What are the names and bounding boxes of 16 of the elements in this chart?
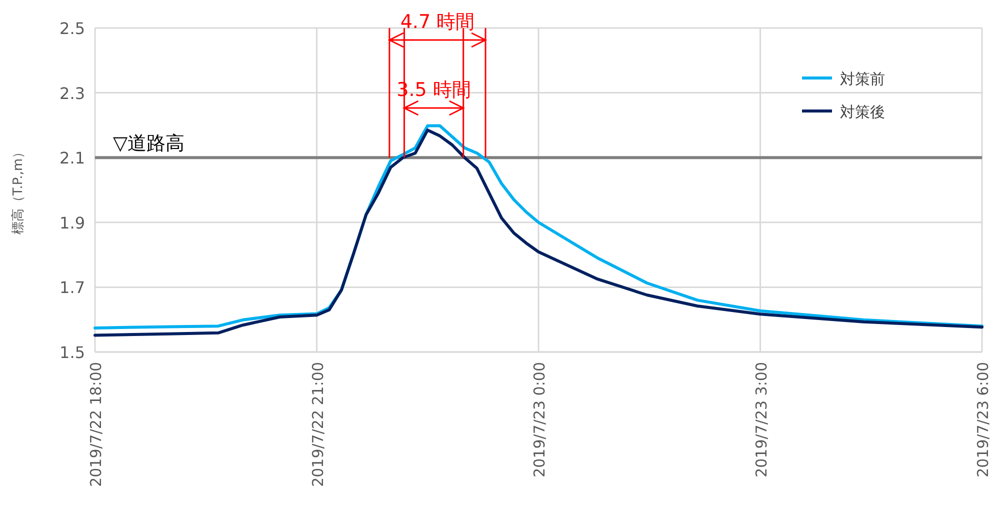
x-tick-label: 2019/7/23 0:00 [530,362,548,478]
y-tick-label: 1.5 [60,343,85,362]
x-tick-label: 2019/7/23 6:00 [974,362,992,478]
y-tick-label: 2.1 [60,148,85,168]
x-tick-label: 2019/7/22 18:00 [87,362,105,487]
legend-label: 対策前 [840,70,885,88]
y-tick-label: 2.3 [60,84,85,103]
x-tick-label: 2019/7/22 21:00 [308,362,327,487]
y-tick-label: 1.7 [60,278,85,298]
annotation: 4.7 時間 [400,11,475,33]
x-tick-label: 2019/7/23 3:00 [752,362,770,478]
legend-label: 対策後 [840,103,885,121]
ref-line-label: ▽道路高 [113,132,185,155]
y-tick-label: 1.9 [60,213,85,232]
y-tick-label: 2.5 [60,19,85,38]
y-axis-title: 標高（T.P.,m） [10,145,26,235]
